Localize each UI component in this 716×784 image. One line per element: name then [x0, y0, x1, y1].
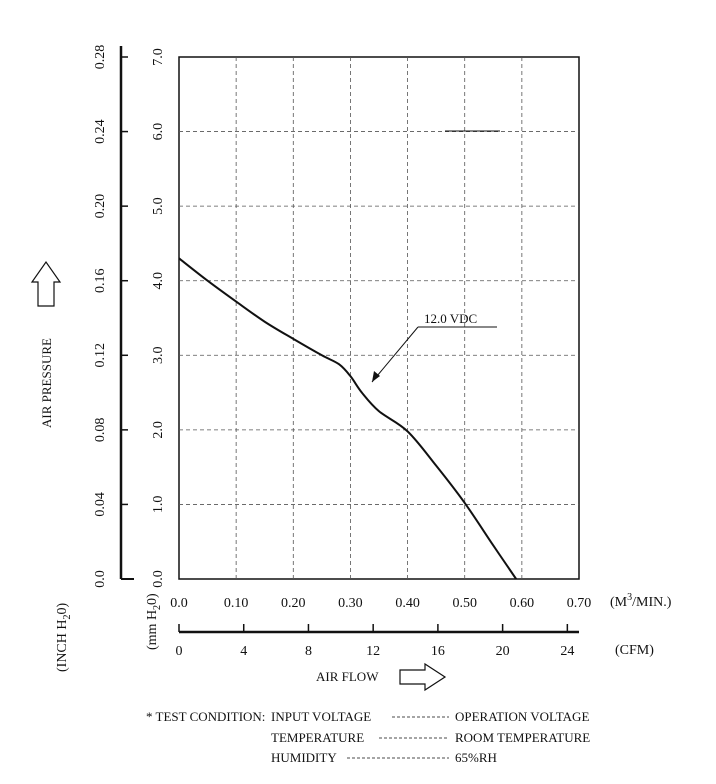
y-tick-label-inch: 0.12 [93, 343, 108, 368]
plot-frame [178, 56, 580, 580]
x-tick-label-m3min: 0.10 [224, 596, 249, 611]
y-tick-label-inch: 0.16 [93, 268, 108, 293]
y-tick-label-mm: 2.0 [151, 421, 166, 439]
condition-label: TEMPERATURE [271, 730, 364, 745]
grid-lines [179, 57, 579, 579]
x-axis-title: AIR FLOW [316, 669, 379, 684]
y-tick-label-mm: 1.0 [151, 496, 166, 514]
y-tick-label-mm: 6.0 [151, 123, 166, 141]
y-tick-label-mm: 3.0 [151, 347, 166, 365]
x-tick-label-cfm: 24 [560, 644, 574, 659]
y-tick-label-inch: 0.0 [93, 570, 108, 588]
x-tick-label-cfm: 4 [240, 644, 247, 659]
mm-unit-label: (mm H20) [145, 593, 163, 650]
y-tick-label-inch: 0.24 [93, 119, 108, 144]
x-tick-label-m3min: 0.40 [395, 596, 420, 611]
y-tick-labels-mm: 0.0 1.0 2.0 3.0 4.0 5.0 6.0 7.0 [151, 48, 166, 588]
y-tick-label-mm: 7.0 [151, 48, 166, 66]
x-tick-label-m3min: 0.70 [567, 596, 592, 611]
y-tick-label-mm: 4.0 [151, 272, 166, 290]
y-tick-label-inch: 0.04 [93, 492, 108, 517]
y-tick-label-inch: 0.28 [93, 45, 108, 70]
test-condition-prefix: * TEST CONDITION: [146, 709, 265, 724]
y-tick-label-inch: 0.20 [93, 194, 108, 219]
x-tick-label-cfm: 0 [176, 644, 183, 659]
x-tick-label-m3min: 0.30 [338, 596, 363, 611]
callout-arrowhead [372, 371, 380, 382]
condition-label: INPUT VOLTAGE [271, 709, 371, 724]
cfm-unit-label: (CFM) [615, 643, 654, 658]
x-tick-label-m3min: 0.0 [170, 596, 188, 611]
callout-leader [371, 326, 419, 383]
condition-value: ROOM TEMPERATURE [455, 730, 590, 745]
x-tick-label-cfm: 8 [305, 644, 312, 659]
condition-label: HUMIDITY [271, 750, 337, 765]
x-tick-label-m3min: 0.60 [510, 596, 535, 611]
x-tick-label-m3min: 0.20 [281, 596, 306, 611]
x-tick-labels-m3min: 0.0 0.10 0.20 0.30 0.40 0.50 0.60 0.70 [170, 596, 591, 611]
up-arrow-icon [30, 260, 62, 307]
x-tick-labels-cfm: 0 4 8 12 16 20 24 [176, 644, 575, 659]
series-label: 12.0 VDC [424, 311, 477, 326]
x-tick-label-cfm: 12 [366, 644, 380, 659]
y-axis-title: AIR PRESSURE [39, 338, 54, 428]
cfm-tick-marks [178, 624, 569, 632]
m3min-unit-label: (M3/MIN.) [610, 592, 672, 610]
condition-value: OPERATION VOLTAGE [455, 709, 589, 724]
y-tick-label-mm: 0.0 [151, 570, 166, 588]
inch-unit-label: (INCH H20) [55, 603, 73, 673]
inch-tick-marks [121, 56, 128, 506]
y-tick-labels-inch: 0.0 0.04 0.08 0.12 0.16 0.20 0.24 0.28 [93, 45, 108, 588]
y-tick-label-inch: 0.08 [93, 418, 108, 443]
test-condition-block: * TEST CONDITION: INPUT VOLTAGE OPERATIO… [146, 709, 590, 765]
y-tick-label-mm: 5.0 [151, 197, 166, 215]
series-line-12vdc [178, 257, 517, 580]
x-tick-label-cfm: 20 [496, 644, 510, 659]
x-tick-label-cfm: 16 [431, 644, 445, 659]
right-arrow-icon [399, 662, 447, 692]
x-tick-label-m3min: 0.50 [452, 596, 477, 611]
condition-value: 65%RH [455, 750, 497, 765]
